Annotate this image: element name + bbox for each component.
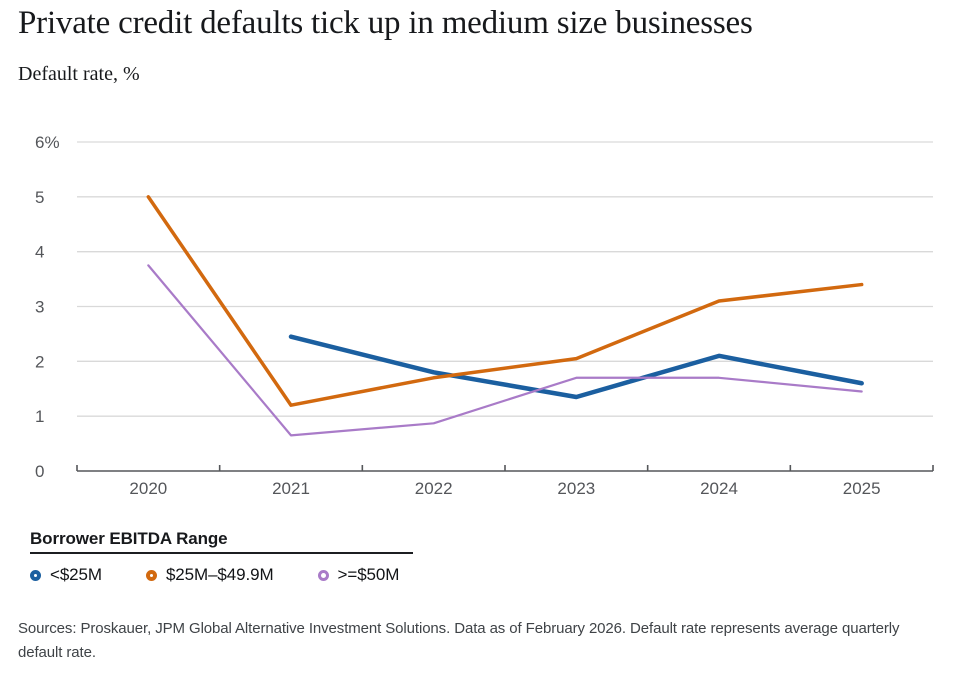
legend-item-2: >=$50M xyxy=(317,565,400,585)
legend-item-1: $25M–$49.9M xyxy=(145,565,274,585)
x-tick-label-2020: 2020 xyxy=(129,479,167,498)
legend-ring-icon xyxy=(30,569,41,581)
line-series-0 xyxy=(288,334,864,400)
legend-title: Borrower EBITDA Range xyxy=(30,529,228,548)
x-tick-label-2021: 2021 xyxy=(272,479,310,498)
y-tick-label-1: 1 xyxy=(35,407,44,426)
y-tick-label-3: 3 xyxy=(35,298,44,317)
x-tick-label-2023: 2023 xyxy=(557,479,595,498)
y-tick-label-2: 2 xyxy=(35,352,44,371)
line-series-1 xyxy=(146,195,864,407)
legend-label: $25M–$49.9M xyxy=(165,565,274,584)
y-tick-label-0: 0 xyxy=(35,462,44,481)
legend-item-0: <$25M xyxy=(30,565,102,585)
chart-title: Private credit defaults tick up in mediu… xyxy=(18,5,753,41)
x-tick-label-2025: 2025 xyxy=(843,479,881,498)
x-tick-label-2024: 2024 xyxy=(700,479,738,498)
y-axis-unit-label: Default rate, % xyxy=(18,63,140,85)
y-tick-label-5: 5 xyxy=(35,188,44,207)
y-tick-label-6: 6% xyxy=(35,133,60,152)
legend-label: <$25M xyxy=(50,565,102,584)
legend: <$25M $25M–$49.9M >=$50M xyxy=(30,565,399,585)
source-note: Sources: Proskauer, JPM Global Alternati… xyxy=(18,620,900,661)
x-tick-label-2022: 2022 xyxy=(415,479,453,498)
y-tick-label-4: 4 xyxy=(35,243,44,262)
legend-ring-icon xyxy=(317,569,329,581)
legend-ring-icon xyxy=(145,569,157,581)
line-series-2 xyxy=(147,264,863,437)
legend-underline-rule xyxy=(30,552,413,554)
line-chart: 0 1 2 3 4 5 6% 2020 2021 2022 2023 2024 2025 xyxy=(35,133,934,498)
legend-label: >=$50M xyxy=(337,565,400,584)
